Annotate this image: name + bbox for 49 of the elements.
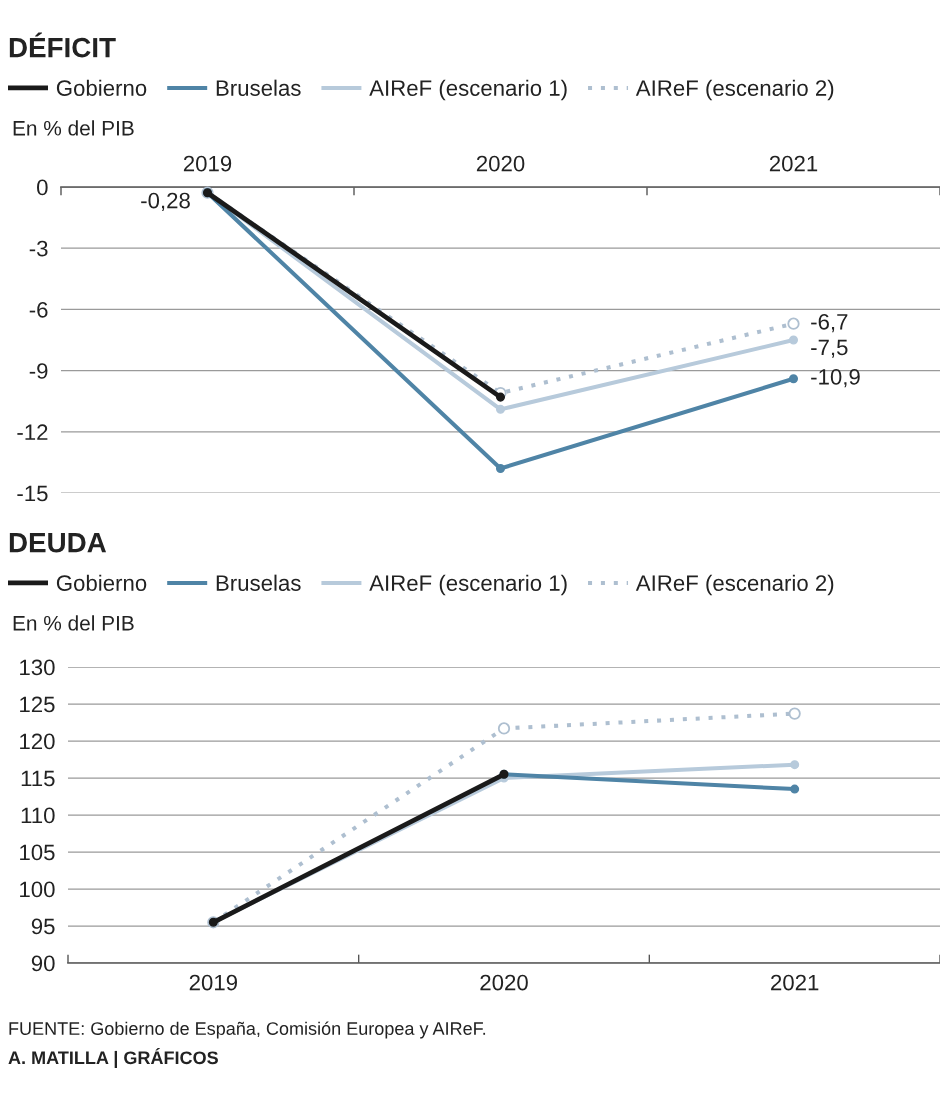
data-label: -6,7 (811, 313, 848, 333)
data-label: -7,5 (811, 339, 848, 358)
legend-label: Gobierno (56, 79, 147, 96)
text: A. MATILLA | GRÁFICOS (8, 1047, 218, 1069)
y-tick-label: 110 (21, 807, 55, 824)
chart-title: DÉFICIT (9, 32, 116, 58)
point (790, 784, 800, 794)
point (788, 335, 799, 345)
y-tick-label: 0 (37, 179, 48, 196)
chart-title: DEUDA (9, 533, 107, 553)
point (497, 722, 511, 735)
source-note: FUENTE: Gobierno de España, Comisión Europea y AIReF. (9, 1021, 486, 1039)
y-tick-label: 115 (21, 770, 55, 787)
y-tick-label: 100 (20, 881, 55, 898)
x-tick-label: 2021 (769, 155, 818, 172)
y-tick-label: -3 (29, 240, 48, 257)
legend-label: Gobierno (56, 574, 147, 591)
y-tick-label: 125 (20, 696, 55, 713)
y-tick-label: -6 (29, 301, 48, 318)
legend-label: AIReF (escenario 2) (635, 574, 834, 596)
data-label: -0,28 (141, 192, 190, 212)
point (790, 760, 800, 770)
x-tick-label: 2019 (183, 155, 232, 172)
x-tick-label: 2019 (189, 974, 237, 991)
y-tick-label: 105 (20, 844, 55, 861)
y-tick-label: 130 (20, 659, 55, 676)
annotation: -10,9 (811, 368, 860, 388)
y-tick-label: -12 (17, 424, 48, 440)
legend-label: AIReF (escenario 1) (369, 79, 567, 101)
x-tick-label: 2020 (480, 974, 528, 991)
y-axis-title: En % del PIB (13, 120, 134, 136)
x-tick-label: 2021 (771, 974, 819, 991)
y-tick-label: -15 (17, 485, 48, 502)
y-tick-label: -9 (29, 363, 48, 379)
x-tick-label: 2020 (476, 155, 525, 172)
point (495, 404, 506, 414)
y-tick-label: 120 (20, 733, 55, 750)
point (788, 374, 799, 384)
point (495, 392, 506, 402)
y-axis-title: En % del PIB (13, 615, 134, 631)
point (788, 707, 801, 720)
point (495, 464, 506, 474)
y-tick-label: 90 (31, 955, 55, 972)
legend-label: AIReF (escenario 2) (635, 79, 834, 101)
y-tick-label: 95 (31, 918, 55, 935)
legend-label: Bruselas (216, 574, 301, 591)
legend-label: AIReF (escenario 1) (369, 574, 567, 596)
legend-label: Bruselas (216, 79, 301, 96)
point (787, 317, 800, 330)
